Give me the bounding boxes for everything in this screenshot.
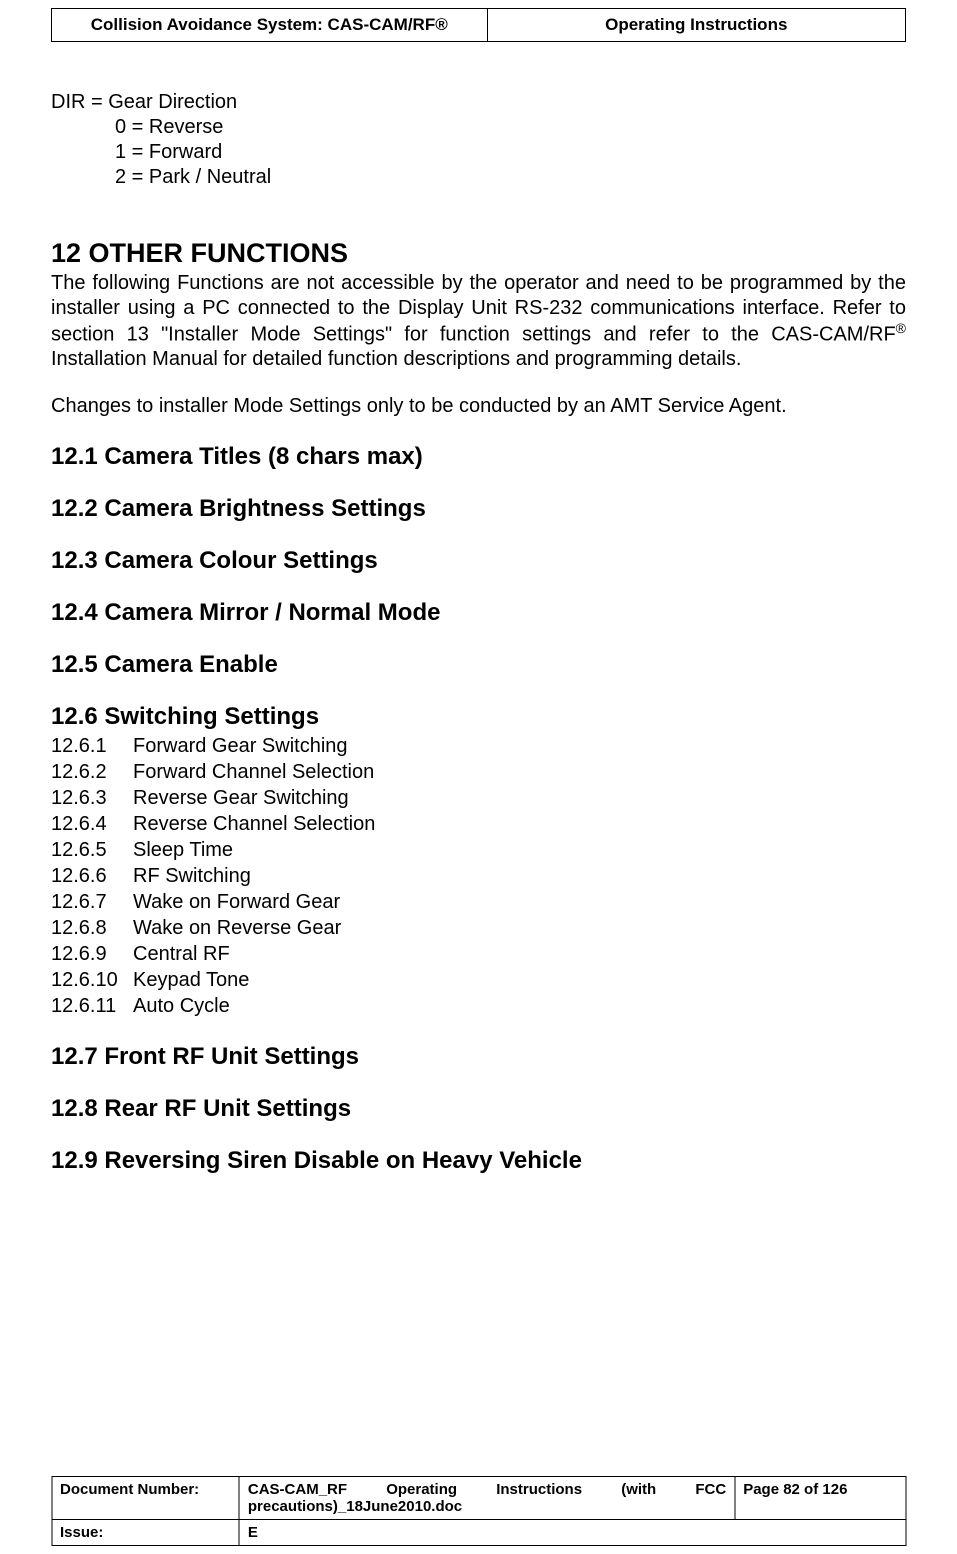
footer-table: Document Number: CAS-CAM_RF Operating In… <box>51 1476 906 1546</box>
sub-label: Forward Gear Switching <box>133 735 348 757</box>
sub-num: 12.6.10 <box>51 967 133 993</box>
sub-num: 12.6.3 <box>51 785 133 811</box>
switching-sub-list: 12.6.1Forward Gear Switching 12.6.2Forwa… <box>51 733 906 1019</box>
sub-label: Reverse Gear Switching <box>133 787 349 809</box>
sub-item: 12.6.10Keypad Tone <box>51 967 906 993</box>
sub-item: 12.6.9Central RF <box>51 941 906 967</box>
footer-issue-value: E <box>239 1520 905 1546</box>
sub-label: Forward Channel Selection <box>133 761 374 783</box>
sub-label: Reverse Channel Selection <box>133 813 375 835</box>
sub-label: Sleep Time <box>133 839 233 861</box>
sub-label: Keypad Tone <box>133 969 249 991</box>
footer-doc-value: CAS-CAM_RF Operating Instructions (with … <box>239 1477 734 1520</box>
heading-12-5: 12.5 Camera Enable <box>51 651 906 679</box>
sub-num: 12.6.2 <box>51 759 133 785</box>
sub-item: 12.6.8Wake on Reverse Gear <box>51 915 906 941</box>
sub-num: 12.6.11 <box>51 993 133 1019</box>
section-12-para2: Changes to installer Mode Settings only … <box>51 394 906 419</box>
header-table: Collision Avoidance System: CAS-CAM/RF® … <box>51 8 906 42</box>
sub-num: 12.6.5 <box>51 837 133 863</box>
sub-item: 12.6.7Wake on Forward Gear <box>51 889 906 915</box>
registered-sup: ® <box>896 320 906 336</box>
dir-title: DIR = Gear Direction <box>51 90 906 115</box>
sub-num: 12.6.6 <box>51 863 133 889</box>
sub-num: 12.6.8 <box>51 915 133 941</box>
sub-label: Wake on Forward Gear <box>133 891 340 913</box>
heading-12-7: 12.7 Front RF Unit Settings <box>51 1043 906 1071</box>
heading-12-3: 12.3 Camera Colour Settings <box>51 547 906 575</box>
page-content: DIR = Gear Direction 0 = Reverse 1 = For… <box>51 42 906 1175</box>
footer-page-value: Page 82 of 126 <box>735 1477 906 1520</box>
sub-item: 12.6.1Forward Gear Switching <box>51 733 906 759</box>
heading-12-8: 12.8 Rear RF Unit Settings <box>51 1095 906 1123</box>
section-12-para1: The following Functions are not accessib… <box>51 271 906 372</box>
sub-label: Central RF <box>133 943 230 965</box>
heading-12-2: 12.2 Camera Brightness Settings <box>51 495 906 523</box>
header-right: Operating Instructions <box>487 9 905 42</box>
heading-12-4: 12.4 Camera Mirror / Normal Mode <box>51 599 906 627</box>
sub-item: 12.6.3Reverse Gear Switching <box>51 785 906 811</box>
sub-num: 12.6.7 <box>51 889 133 915</box>
footer-issue-label: Issue: <box>52 1520 240 1546</box>
dir-item-1: 1 = Forward <box>51 140 906 165</box>
para1-a: The following Functions are not accessib… <box>51 272 906 346</box>
sub-label: Wake on Reverse Gear <box>133 917 341 939</box>
heading-12-9: 12.9 Reversing Siren Disable on Heavy Ve… <box>51 1147 906 1175</box>
sub-item: 12.6.2Forward Channel Selection <box>51 759 906 785</box>
sub-item: 12.6.5Sleep Time <box>51 837 906 863</box>
footer-doc-label: Document Number: <box>52 1477 240 1520</box>
sub-num: 12.6.9 <box>51 941 133 967</box>
sub-num: 12.6.1 <box>51 733 133 759</box>
header-left: Collision Avoidance System: CAS-CAM/RF® <box>52 9 488 42</box>
sub-item: 12.6.6RF Switching <box>51 863 906 889</box>
sub-num: 12.6.4 <box>51 811 133 837</box>
section-12-heading: 12 OTHER FUNCTIONS <box>51 238 906 269</box>
para1-b: Installation Manual for detailed functio… <box>51 348 741 370</box>
sub-item: 12.6.4Reverse Channel Selection <box>51 811 906 837</box>
dir-item-2: 2 = Park / Neutral <box>51 165 906 190</box>
heading-12-6: 12.6 Switching Settings <box>51 703 906 731</box>
sub-item: 12.6.11Auto Cycle <box>51 993 906 1019</box>
sub-label: Auto Cycle <box>133 995 230 1017</box>
heading-12-1: 12.1 Camera Titles (8 chars max) <box>51 443 906 471</box>
sub-label: RF Switching <box>133 865 251 887</box>
dir-item-0: 0 = Reverse <box>51 115 906 140</box>
